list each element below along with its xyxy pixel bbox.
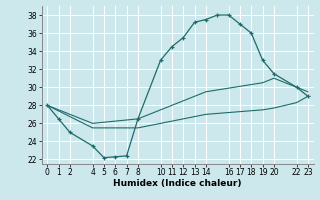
X-axis label: Humidex (Indice chaleur): Humidex (Indice chaleur) [113, 179, 242, 188]
